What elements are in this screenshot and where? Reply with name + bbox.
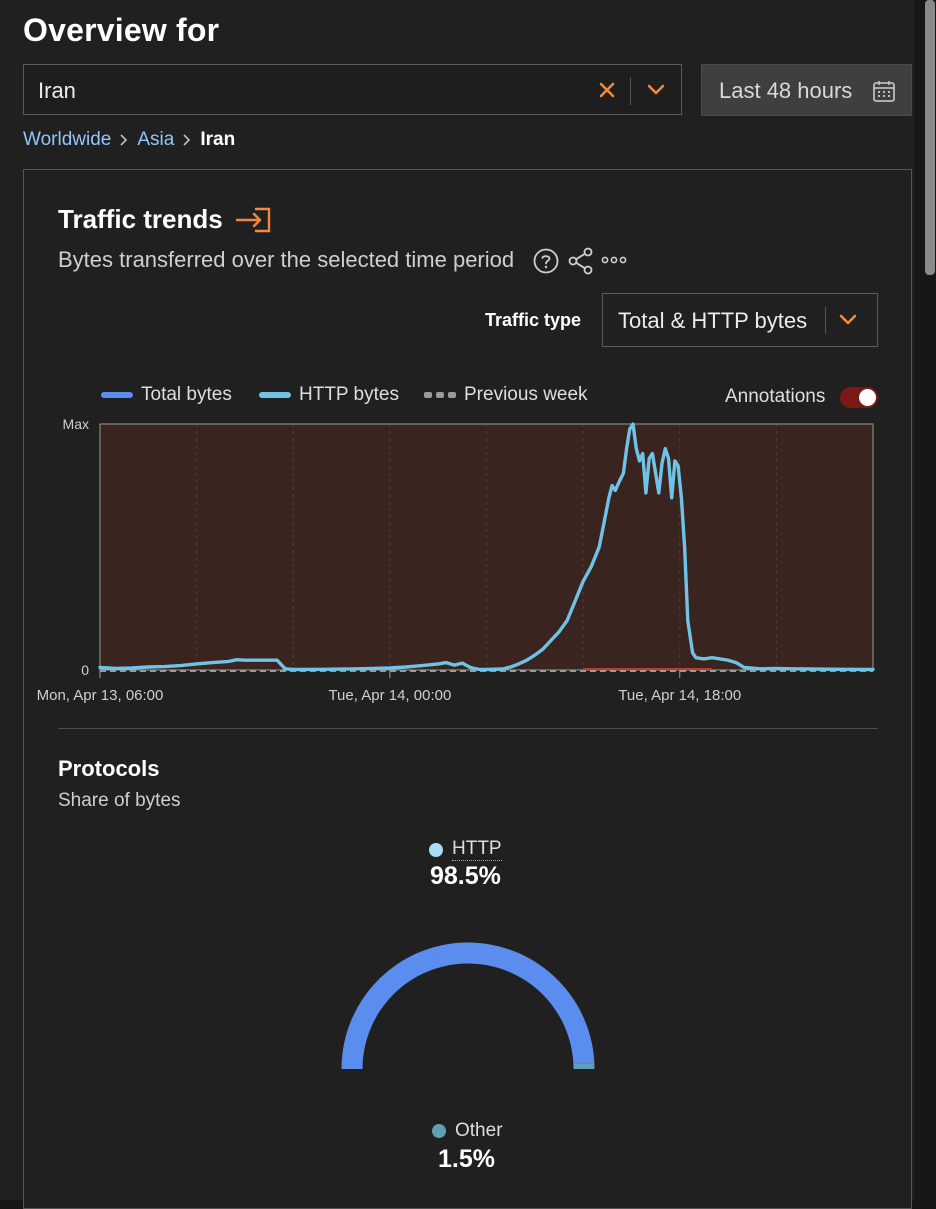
location-select-value[interactable]: Iran (38, 78, 76, 103)
select-divider (630, 77, 631, 105)
toggle-knob (859, 389, 876, 406)
more-options-icon[interactable] (601, 250, 629, 275)
protocol-name: HTTP (452, 838, 502, 861)
share-icon[interactable] (567, 247, 595, 280)
legend-label: Previous week (464, 384, 588, 405)
location-select[interactable]: Iran (23, 64, 682, 115)
protocol-percent-other: 1.5% (438, 1145, 495, 1173)
protocols-title: Protocols (58, 756, 160, 781)
legend-swatch (101, 392, 133, 398)
clear-icon[interactable] (592, 75, 622, 105)
traffic-trends-title: Traffic trends (58, 204, 223, 234)
scrollbar-track[interactable] (914, 0, 936, 1200)
protocols-subtitle: Share of bytes (58, 790, 181, 811)
protocol-label-other[interactable]: Other (432, 1120, 503, 1142)
chevron-right-icon (119, 133, 129, 147)
calendar-icon (872, 79, 896, 108)
annotations-label: Annotations (725, 386, 826, 407)
traffic-trends-subtitle: Bytes transferred over the selected time… (58, 247, 515, 272)
annotations-toggle[interactable] (840, 387, 878, 408)
legend-swatch-dashed (424, 392, 456, 398)
protocol-dot (429, 842, 443, 857)
scrollbar-thumb[interactable] (925, 0, 935, 275)
breadcrumb-link-worldwide[interactable]: Worldwide (23, 129, 112, 150)
protocol-name: Other (455, 1120, 503, 1141)
legend-item-http-bytes[interactable]: HTTP bytes (259, 384, 399, 406)
traffic-type-label: Traffic type (485, 310, 582, 330)
legend-label: Total bytes (141, 384, 232, 405)
page-title: Overview for (23, 12, 220, 48)
date-range-button[interactable]: Last 48 hours (701, 64, 912, 116)
select-divider (825, 307, 826, 334)
chevron-down-icon[interactable] (641, 75, 671, 105)
export-icon[interactable] (235, 206, 273, 239)
breadcrumb-link-asia[interactable]: Asia (137, 129, 175, 150)
legend-item-total-bytes[interactable]: Total bytes (101, 384, 232, 406)
legend-swatch (259, 392, 291, 398)
chevron-down-icon[interactable] (838, 307, 858, 338)
section-divider (58, 728, 878, 729)
protocol-label-http[interactable]: HTTP (429, 838, 502, 861)
breadcrumb: Worldwide Asia Iran (23, 129, 235, 151)
legend-label: HTTP bytes (299, 384, 399, 405)
traffic-type-value: Total & HTTP bytes (618, 308, 808, 333)
breadcrumb-current: Iran (200, 129, 236, 150)
legend-item-previous-week[interactable]: Previous week (424, 384, 588, 406)
chevron-right-icon (182, 133, 192, 147)
help-icon[interactable] (533, 248, 559, 279)
date-range-label: Last 48 hours (719, 78, 853, 103)
protocol-percent-http: 98.5% (430, 862, 501, 890)
traffic-type-select[interactable]: Total & HTTP bytes (602, 293, 878, 347)
protocol-dot (432, 1124, 446, 1138)
